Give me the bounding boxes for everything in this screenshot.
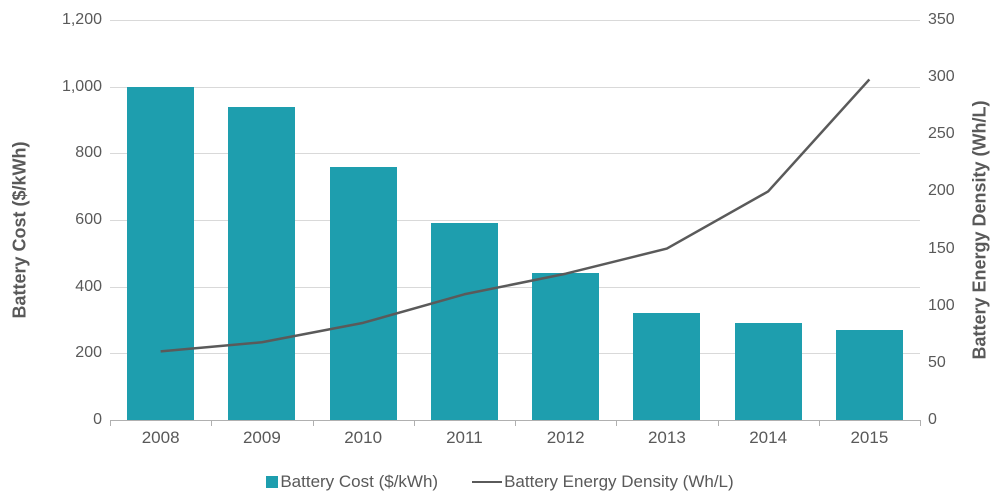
x-tick-label: 2010 <box>344 420 382 448</box>
y-right-tick: 350 <box>920 11 978 29</box>
y-right-tick: 200 <box>920 182 978 200</box>
y-left-tick: 1,000 <box>42 78 110 96</box>
y-left-tick: 800 <box>42 144 110 162</box>
y-right-tick: 150 <box>920 240 978 258</box>
x-tick-mark <box>920 420 921 426</box>
x-tick-label: 2015 <box>850 420 888 448</box>
x-tick-mark <box>414 420 415 426</box>
x-tick-label: 2009 <box>243 420 281 448</box>
y-right-tick: 0 <box>920 411 978 429</box>
line-series-layer <box>110 20 920 420</box>
x-tick-mark <box>110 420 111 426</box>
y-left-tick: 200 <box>42 344 110 362</box>
x-tick-mark <box>718 420 719 426</box>
y-right-tick: 300 <box>920 68 978 86</box>
x-tick-label: 2011 <box>446 420 483 448</box>
x-tick-mark <box>313 420 314 426</box>
y-right-tick: 250 <box>920 125 978 143</box>
y-right-tick: 100 <box>920 297 978 315</box>
line-swatch-icon <box>472 481 502 483</box>
x-tick-mark <box>616 420 617 426</box>
y-left-tick: 600 <box>42 211 110 229</box>
y-left-tick: 400 <box>42 278 110 296</box>
legend-label: Battery Energy Density (Wh/L) <box>504 472 734 492</box>
y-right-tick: 50 <box>920 354 978 372</box>
battery-chart: Battery Cost ($/kWh) Battery Energy Dens… <box>0 0 1000 500</box>
x-tick-mark <box>211 420 212 426</box>
legend-item-bar: Battery Cost ($/kWh) <box>266 472 438 492</box>
legend-label: Battery Cost ($/kWh) <box>280 472 438 492</box>
x-tick-label: 2008 <box>142 420 180 448</box>
y-left-tick: 0 <box>42 411 110 429</box>
legend-item-line: Battery Energy Density (Wh/L) <box>472 472 734 492</box>
y-left-tick: 1,200 <box>42 11 110 29</box>
x-tick-label: 2012 <box>547 420 585 448</box>
x-tick-mark <box>819 420 820 426</box>
x-tick-label: 2014 <box>749 420 787 448</box>
x-tick-label: 2013 <box>648 420 686 448</box>
legend: Battery Cost ($/kWh) Battery Energy Dens… <box>0 472 1000 492</box>
plot-area: 02004006008001,0001,20005010015020025030… <box>110 20 920 420</box>
bar-swatch-icon <box>266 476 278 488</box>
y-axis-left-label: Battery Cost ($/kWh) <box>10 141 31 318</box>
x-tick-mark <box>515 420 516 426</box>
line-series <box>161 79 870 351</box>
